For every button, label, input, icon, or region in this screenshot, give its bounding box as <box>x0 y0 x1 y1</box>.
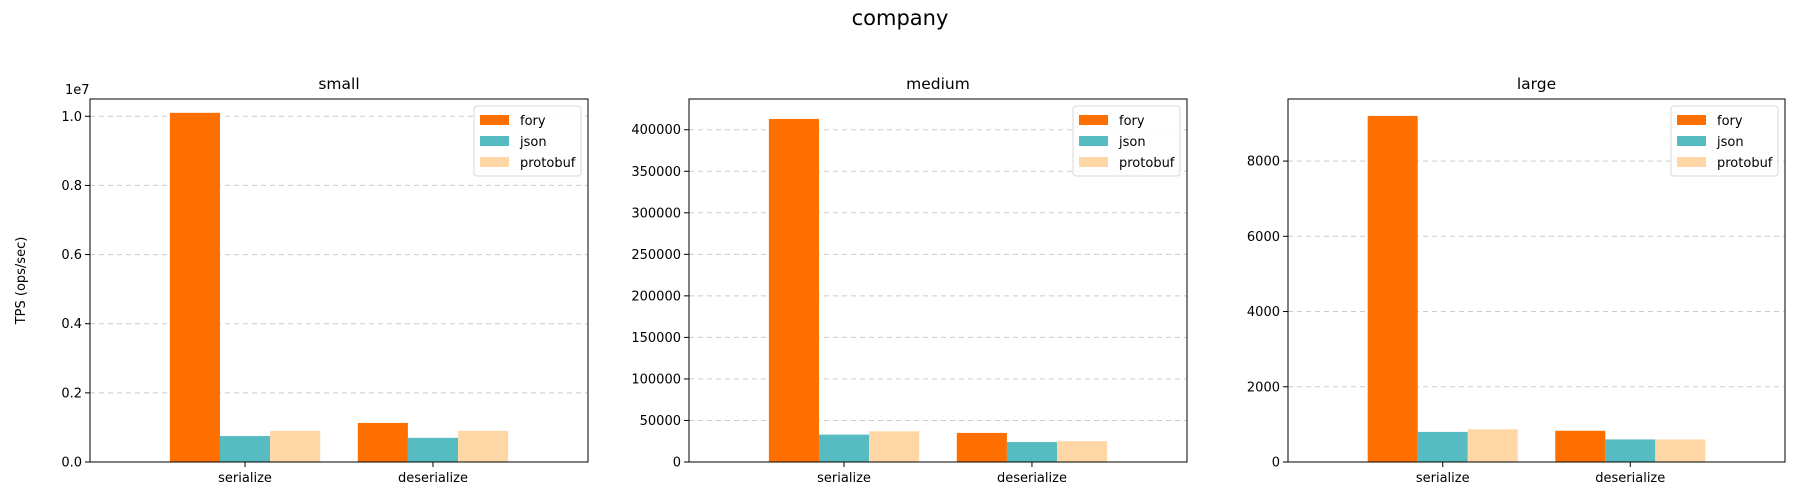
y-tick-label: 4000 <box>1247 305 1280 320</box>
plot-frame <box>688 98 1188 463</box>
legend-label-protobuf: protobuf <box>520 156 576 171</box>
bar-fory-serialize <box>169 112 220 462</box>
legend-swatch-protobuf <box>1079 157 1108 167</box>
bar-protobuf-serialize <box>270 430 321 462</box>
legend-label-fory: fory <box>1119 114 1145 129</box>
chart-panel-small: 0.0 0.2 0.4 0.6 0.8 1.0 serialize deserialize sm… <box>14 75 589 486</box>
x-tick-label: serialize <box>1416 471 1470 486</box>
legend-swatch-protobuf <box>480 157 509 167</box>
figure-title: company <box>851 6 949 30</box>
bar-fory-serialize <box>768 118 819 463</box>
y-tick-label: 8000 <box>1247 155 1280 170</box>
legend-label-protobuf: protobuf <box>1119 156 1175 171</box>
chart-panel-large: 0 2000 4000 6000 8000 serialize deserialize lar… <box>1247 75 1786 486</box>
y-tick-label: 200000 <box>631 289 681 304</box>
y-tick-label: 250000 <box>631 248 681 263</box>
x-tick-label: deserialize <box>1595 471 1665 486</box>
legend-label-fory: fory <box>1717 114 1743 129</box>
y-tick-label: 0.6 <box>61 248 82 263</box>
bar-protobuf-deserialize <box>458 430 509 462</box>
y-tick-label: 0 <box>1272 456 1280 471</box>
y-tick-label: 6000 <box>1247 230 1280 245</box>
bar-fory-deserialize <box>956 432 1007 462</box>
y-tick-label: 1.0 <box>61 110 82 125</box>
bar-protobuf-deserialize <box>1057 441 1108 462</box>
legend-swatch-json <box>1677 136 1706 146</box>
y-tick-label: 0.4 <box>61 317 82 332</box>
legend-label-protobuf: protobuf <box>1717 156 1773 171</box>
bar-json-deserialize <box>1605 439 1656 462</box>
x-tick-label: serialize <box>218 471 272 486</box>
y-tick-label: 50000 <box>640 414 681 429</box>
bar-json-deserialize <box>1006 442 1058 462</box>
y-tick-label: 0.2 <box>61 386 82 401</box>
legend-label-json: json <box>1118 135 1146 150</box>
x-tick-label: deserialize <box>398 471 468 486</box>
subplot-title: small <box>318 75 359 93</box>
bar-json-deserialize <box>407 437 459 462</box>
bar-fory-serialize <box>1367 115 1418 462</box>
y-tick-label: 150000 <box>631 331 681 346</box>
legend-label-json: json <box>519 135 547 150</box>
y-tick-label: 2000 <box>1247 380 1280 395</box>
bar-json-serialize <box>1417 431 1468 462</box>
bar-protobuf-serialize <box>1467 429 1518 462</box>
legend-label-json: json <box>1716 135 1744 150</box>
x-tick-label: serialize <box>817 471 871 486</box>
bar-json-serialize <box>818 434 870 462</box>
legend-swatch-fory <box>1677 115 1706 125</box>
subplot-title: large <box>1517 75 1556 93</box>
axis-scale-label: 1e7 <box>65 83 90 98</box>
bar-json-serialize <box>219 436 271 462</box>
bar-protobuf-serialize <box>869 431 920 462</box>
y-tick-label: 400000 <box>631 123 681 138</box>
legend-swatch-fory <box>480 115 509 125</box>
x-tick-label: deserialize <box>997 471 1067 486</box>
y-tick-label: 0.8 <box>61 179 82 194</box>
plot-frame <box>89 98 589 463</box>
bar-protobuf-deserialize <box>1655 439 1706 462</box>
y-tick-label: 100000 <box>631 372 681 387</box>
subplot-title: medium <box>906 75 970 93</box>
y-tick-label: 300000 <box>631 206 681 221</box>
legend-swatch-protobuf <box>1677 157 1706 167</box>
bar-fory-deserialize <box>1555 430 1606 462</box>
legend-swatch-json <box>1079 136 1108 146</box>
plot-frame <box>1287 98 1786 463</box>
legend-swatch-json <box>480 136 509 146</box>
y-tick-label: 0.0 <box>61 456 82 471</box>
y-tick-label: 0 <box>673 456 681 471</box>
legend-swatch-fory <box>1079 115 1108 125</box>
legend-label-fory: fory <box>520 114 546 129</box>
y-axis-label: TPS (ops/sec) <box>14 237 29 326</box>
bar-fory-deserialize <box>357 422 408 462</box>
y-tick-label: 350000 <box>631 165 681 180</box>
chart-panel-medium: 0 50000 100000 150000 200000 250000 300000 3500… <box>631 75 1188 486</box>
